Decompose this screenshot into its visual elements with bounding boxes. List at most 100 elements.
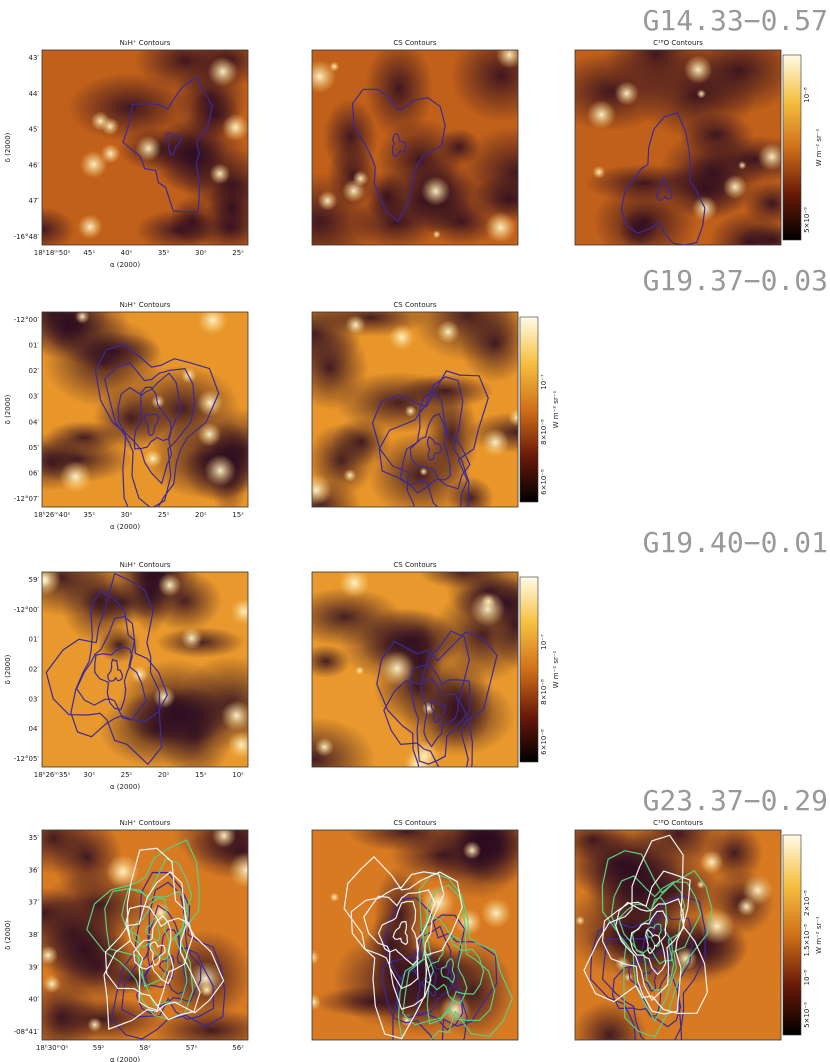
- dark-region: [450, 50, 518, 122]
- bright-source: [317, 190, 338, 211]
- panel-image: [312, 50, 518, 245]
- panel: C¹⁸O Contours: [574, 819, 782, 1041]
- bright-source: [77, 214, 103, 240]
- y-tick-label: 45′: [29, 126, 40, 134]
- panel-title: CS Contours: [393, 301, 437, 309]
- contour: [391, 133, 407, 158]
- contour: [149, 941, 166, 967]
- colorbar: [519, 316, 539, 503]
- y-tick-label: 59′: [29, 576, 40, 584]
- bright-source: [153, 685, 176, 709]
- x-tick-label: 20ˢ: [158, 771, 170, 779]
- dark-region: [618, 209, 659, 245]
- contour: [144, 916, 161, 942]
- x-tick-label: 30ˢ: [83, 771, 95, 779]
- panel-image: [42, 312, 248, 507]
- bright-source: [221, 700, 248, 732]
- bright-source: [575, 915, 586, 926]
- x-axis-label: α (2000): [110, 1056, 140, 1062]
- bright-source: [480, 594, 496, 610]
- y-tick-label: 44′: [29, 90, 40, 98]
- contour: [371, 370, 489, 507]
- contour: [383, 630, 474, 767]
- bright-source: [135, 135, 162, 162]
- y-axis-label: δ (2000): [4, 132, 12, 162]
- panel-title: N₂H⁺ Contours: [120, 561, 171, 569]
- panel-title: CS Contours: [393, 819, 437, 827]
- panel-title: CS Contours: [393, 39, 437, 47]
- colorbar-unit: W m⁻² sr⁻¹: [815, 128, 823, 166]
- y-axis-label: δ (2000): [4, 654, 12, 684]
- bright-source: [699, 908, 735, 945]
- figure-name: G19.40−0.01: [643, 526, 828, 559]
- x-tick-label: 57ˢ: [186, 1044, 198, 1052]
- x-axis-label: α (2000): [110, 783, 140, 791]
- contour: [45, 572, 163, 766]
- bright-source: [738, 161, 747, 170]
- contour: [104, 857, 193, 1007]
- colorbar-tick-label: 1.5×10⁻⁸: [803, 924, 811, 957]
- contour: [620, 112, 706, 245]
- colorbar-tick-label: 8×10⁻⁸: [540, 679, 548, 705]
- bright-source: [42, 975, 61, 994]
- bright-source: [432, 230, 441, 239]
- contour: [94, 646, 133, 711]
- x-tick-label: 35ˢ: [83, 511, 95, 519]
- x-tick-label: 59ˢ: [93, 1044, 105, 1052]
- bright-source: [221, 113, 248, 142]
- x-tick-label: 56ˢ: [232, 1044, 244, 1052]
- contour: [104, 871, 201, 1021]
- contour: [426, 436, 443, 461]
- dark-region: [365, 50, 434, 139]
- dark-region: [42, 830, 93, 874]
- bright-source: [419, 467, 428, 476]
- bright-source: [436, 320, 460, 344]
- dark-region: [736, 222, 781, 245]
- bright-source: [207, 56, 238, 87]
- bright-source: [338, 572, 371, 599]
- y-tick-label: 01′: [29, 636, 40, 644]
- contour: [158, 955, 175, 980]
- bright-source: [197, 422, 222, 447]
- contour: [350, 871, 445, 1010]
- bright-source: [403, 750, 432, 767]
- panel-image: [42, 572, 248, 767]
- panel-frame: [311, 829, 519, 1041]
- colorbar-tick-label: 6×10⁻⁸: [540, 729, 548, 755]
- y-tick-label: 37′: [29, 899, 40, 907]
- bright-source: [180, 627, 203, 650]
- x-tick-label: 25ˢ: [121, 771, 133, 779]
- bright-source: [42, 572, 61, 596]
- y-tick-label: 39′: [29, 963, 40, 971]
- x-tick-label: 30ˢ: [195, 249, 207, 257]
- panel-image: [575, 50, 781, 245]
- panel-frame: [41, 829, 249, 1041]
- x-tick-label: 18ʰ30ᵐ0ˢ: [36, 1044, 68, 1052]
- y-tick-label: 43′: [29, 54, 40, 62]
- y-tick-label: -08°41′: [14, 1028, 40, 1036]
- dark-region: [157, 687, 233, 767]
- bright-source: [699, 850, 724, 874]
- colorbar: [782, 54, 802, 241]
- contour: [94, 343, 220, 507]
- x-tick-label: 15ˢ: [232, 511, 244, 519]
- y-tick-label: 38′: [29, 931, 40, 939]
- contour: [376, 631, 498, 767]
- contour: [363, 889, 436, 990]
- x-tick-label: 58ˢ: [139, 1044, 151, 1052]
- y-tick-label: -12°00′: [14, 316, 40, 324]
- bright-source: [481, 428, 510, 457]
- y-tick-label: 36′: [29, 866, 40, 874]
- panel-image: [312, 572, 518, 767]
- contour: [583, 834, 708, 1015]
- panel: CS Contours: [311, 561, 519, 768]
- panel-frame: [311, 571, 519, 768]
- bright-source: [421, 701, 436, 715]
- bright-source: [150, 394, 165, 409]
- dark-region: [42, 996, 166, 1040]
- bright-source: [157, 573, 182, 597]
- contour: [409, 413, 451, 481]
- contour: [70, 590, 168, 738]
- bright-source: [75, 312, 90, 324]
